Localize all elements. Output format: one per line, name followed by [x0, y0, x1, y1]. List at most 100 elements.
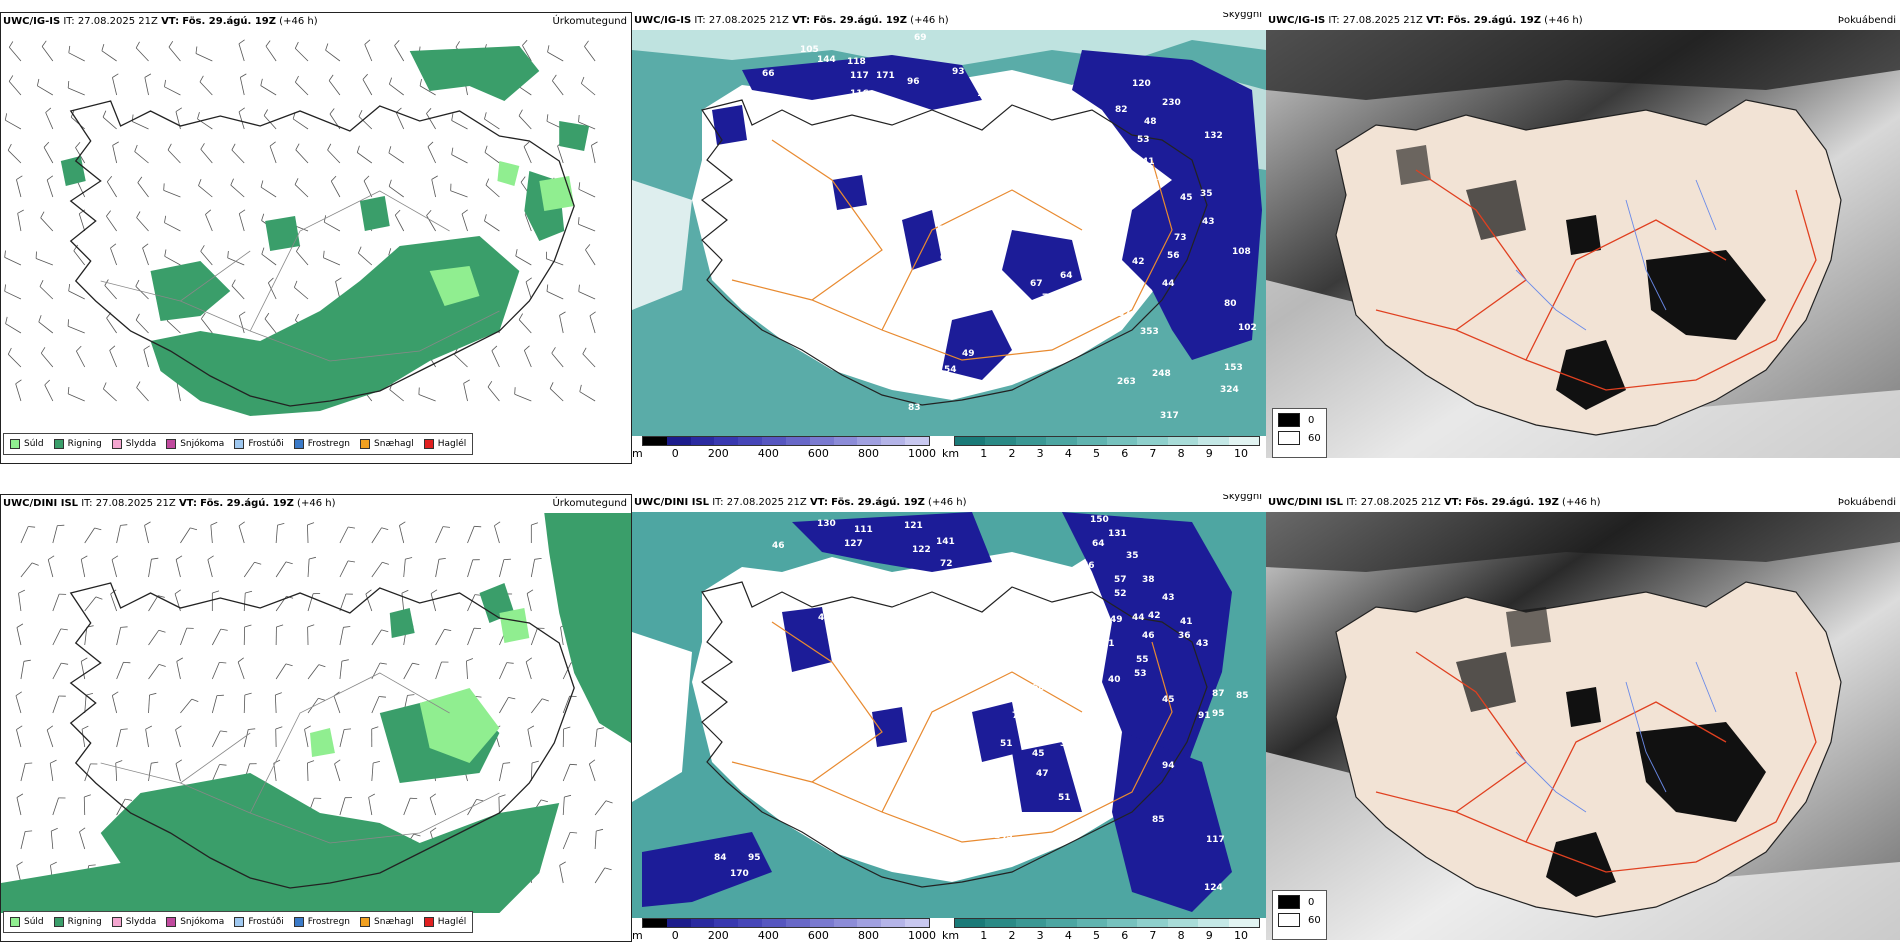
- cloud-base-label: 91: [1198, 711, 1211, 721]
- wind-barb: [467, 799, 477, 816]
- colorbar-tick: 7: [1149, 929, 1157, 942]
- vt-prefix: VT:: [1443, 497, 1462, 508]
- panel-header: UWC/DINI ISL IT: 27.08.2025 21Z VT: Fös.…: [634, 494, 1264, 512]
- wind-barb-flag: [524, 345, 530, 351]
- wind-barb-flag: [16, 861, 23, 866]
- wind-barb: [451, 154, 468, 164]
- legend-swatch: [293, 917, 304, 927]
- cloud-base-label: 51: [1000, 739, 1013, 749]
- wind-barb-flag: [36, 78, 40, 86]
- land: [1336, 100, 1841, 435]
- wind-barb: [211, 662, 220, 680]
- wind-barb-flag: [103, 382, 107, 390]
- lead-time: (+46 h): [279, 16, 318, 27]
- cloud-base-label: 72: [812, 155, 825, 165]
- it-prefix: IT:: [63, 16, 75, 27]
- wind-barb: [515, 255, 532, 266]
- precip-map[interactable]: [1, 31, 631, 431]
- colorbar-tick: 2: [1008, 929, 1016, 942]
- wind-barb-flag: [106, 176, 113, 182]
- valid-time: Fös. 29.ágú. 19Z: [831, 497, 925, 508]
- cloud-base-label: 55: [1136, 655, 1149, 665]
- wind-barb-flag: [605, 800, 613, 804]
- wind-barb-flag: [508, 697, 516, 700]
- cloud-base-label: 85: [1152, 815, 1165, 825]
- wind-barb: [591, 145, 596, 164]
- wind-barb: [78, 213, 86, 232]
- wind-barb-flag: [15, 691, 22, 697]
- wind-barb-flag: [525, 277, 532, 283]
- wind-barb-flag: [175, 107, 183, 112]
- wind-barb-flag: [67, 386, 70, 394]
- wind-barb-flag: [201, 312, 206, 319]
- wind-barb-flag: [44, 379, 51, 386]
- wind-barb: [167, 149, 181, 164]
- wind-barb: [435, 661, 442, 680]
- wind-barb: [49, 763, 54, 782]
- wind-barb: [403, 798, 411, 816]
- wind-barb-flag: [341, 659, 349, 662]
- legend-item: Slydda: [111, 439, 156, 449]
- precip-legend: Súld Rigning Slydda Snjókoma Frostúði Fr…: [3, 433, 474, 455]
- model-name: UWC/DINI ISL: [3, 498, 79, 509]
- wind-barb: [307, 698, 319, 714]
- wind-barb: [579, 391, 596, 402]
- wind-barb: [594, 729, 598, 748]
- wind-barb: [557, 145, 564, 164]
- wind-barb: [307, 664, 320, 680]
- cloud-base-label: 122: [912, 545, 931, 555]
- fog-map[interactable]: [1266, 30, 1900, 458]
- cloud-map[interactable]: 105 69 144 118 117 171 96 66 116 93 106 …: [632, 30, 1266, 436]
- init-time: 27.08.2025 21Z: [77, 16, 158, 27]
- wind-barb-flag: [115, 760, 123, 764]
- wind-barb: [429, 797, 437, 816]
- wind-barb-flag: [275, 692, 282, 696]
- wind-barb-flag: [244, 624, 252, 628]
- wind-barb: [200, 149, 213, 164]
- wind-barb: [547, 51, 564, 62]
- wind-barb-flag: [388, 179, 392, 187]
- wind-barb: [466, 660, 468, 680]
- wind-barb: [463, 383, 468, 402]
- precip-map[interactable]: [1, 513, 631, 913]
- wind-barb: [52, 628, 62, 646]
- cloud-base-label: 68: [942, 239, 955, 249]
- cloud-base-label: 72: [940, 559, 953, 569]
- cloud-base-label: 38: [1060, 739, 1073, 749]
- wind-barb-flag: [199, 75, 204, 83]
- wind-barb: [115, 762, 118, 782]
- panel-title: Þokuábendi: [1837, 497, 1896, 508]
- wind-barb-flag: [94, 527, 102, 531]
- wind-barb-flag: [135, 279, 140, 287]
- wind-barb-flag: [39, 280, 44, 287]
- cloud-base-label: 43: [1162, 593, 1175, 603]
- wind-barb-flag: [136, 211, 141, 218]
- legend-label: Súld: [24, 917, 44, 927]
- cloud-map[interactable]: 130 111 121 127 141 122 72 150 131 35 64…: [632, 512, 1266, 918]
- colorbar-tick: 3: [1036, 447, 1044, 460]
- wind-barb-flag: [395, 107, 402, 113]
- wind-barb-flag: [371, 726, 379, 730]
- cloud-base-label: 64: [1092, 539, 1105, 549]
- wind-barb-flag: [18, 589, 26, 594]
- wind-barb: [84, 695, 87, 714]
- wind-barb: [148, 629, 160, 646]
- wind-barb: [467, 628, 475, 646]
- cloud-base-label: 132: [1204, 131, 1223, 141]
- legend-swatch: [234, 917, 245, 927]
- wind-barb: [68, 52, 85, 62]
- wind-barb-flag: [230, 178, 234, 186]
- cloud-base-label: 106: [977, 89, 996, 99]
- cloud-base-label: 109: [972, 381, 991, 391]
- wind-barb: [148, 763, 152, 782]
- wind-barb: [588, 763, 596, 782]
- legend-swatch: [166, 917, 177, 927]
- cloud-base-label: 35: [1126, 551, 1139, 561]
- fog-map[interactable]: [1266, 512, 1900, 940]
- wind-barb-flag: [365, 589, 372, 595]
- cloud-base-label: 75: [1027, 321, 1040, 331]
- wind-barb: [239, 77, 245, 96]
- wind-barb: [106, 317, 117, 334]
- cloud-base-label: 50: [817, 131, 830, 141]
- colorbar-tick: 7: [1149, 447, 1157, 460]
